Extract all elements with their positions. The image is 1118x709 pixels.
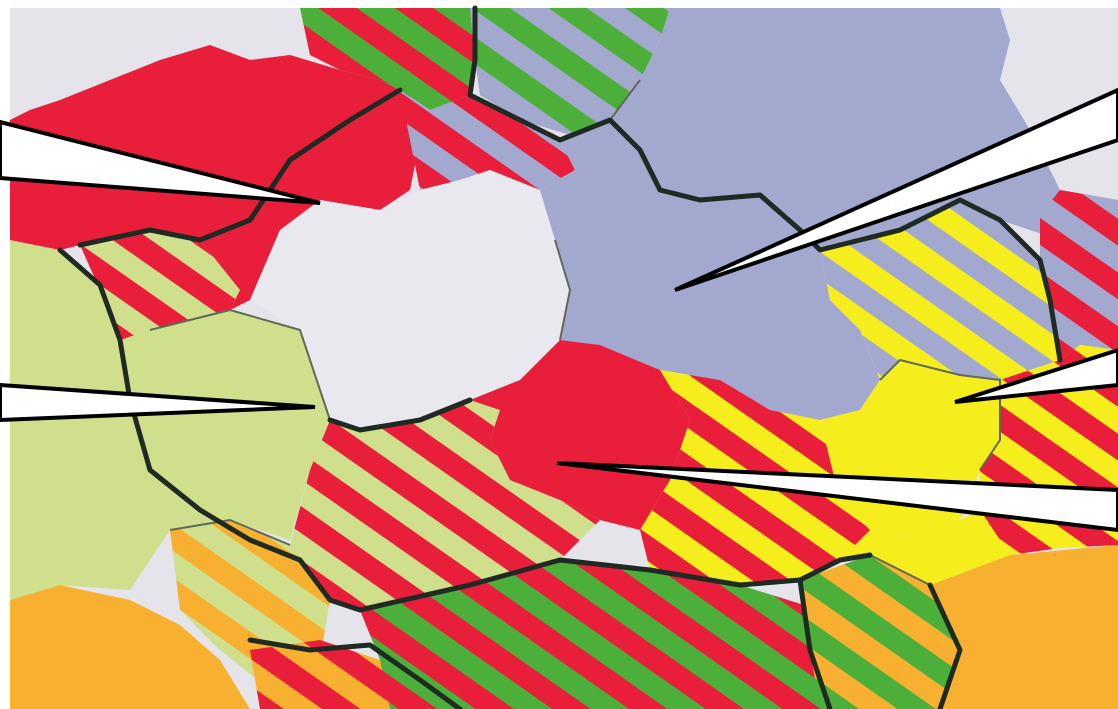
border-thin-1 [149, 309, 331, 421]
region-center-red [470, 340, 690, 530]
region-southeast-yellow [840, 510, 1010, 585]
border-thin-3 [879, 359, 1001, 471]
border-national-south [247, 637, 463, 709]
callout-white-west [0, 382, 316, 423]
border-national-center [327, 397, 473, 433]
callout-red-northwest [0, 119, 321, 205]
border-thin-4 [169, 519, 291, 546]
border-national-east [797, 577, 833, 709]
region-south-red-green-striped [360, 560, 830, 709]
region-northeast-periwinkle [540, 8, 1118, 420]
border-national-north [467, 5, 1063, 363]
region-south-orange-west [10, 585, 250, 709]
region-east-red-periwinkle-striped [1040, 190, 1118, 360]
callouts [0, 87, 1118, 533]
callout-periwinkle-northeast [674, 87, 1118, 292]
national-borders [57, 5, 1063, 709]
map-area [10, 5, 1118, 709]
region-east-yellow-periwinkle-striped [820, 200, 1060, 380]
callout-yellow-east [954, 347, 1118, 404]
region-west-red-lightgreen-striped [80, 230, 240, 340]
region-north-red-periwinkle-striped [400, 90, 575, 190]
region-west-lightgreen [10, 240, 330, 600]
border-national-northwest [77, 87, 403, 248]
region-southeast-orange-green-striped [800, 555, 960, 709]
region-southwest-red-lightgreen-striped [290, 400, 600, 610]
region-north-red-green-striped [300, 8, 475, 110]
region-south-red-orange-striped [250, 640, 420, 709]
callout-red-center [556, 461, 1118, 533]
border-national-west [57, 247, 873, 613]
border-thin-2 [554, 239, 571, 341]
border-national-southeast [927, 582, 963, 709]
region-north-green-periwinkle-striped [470, 8, 670, 135]
region-southeast-orange [930, 545, 1118, 709]
region-central-pale-grey [250, 170, 570, 430]
